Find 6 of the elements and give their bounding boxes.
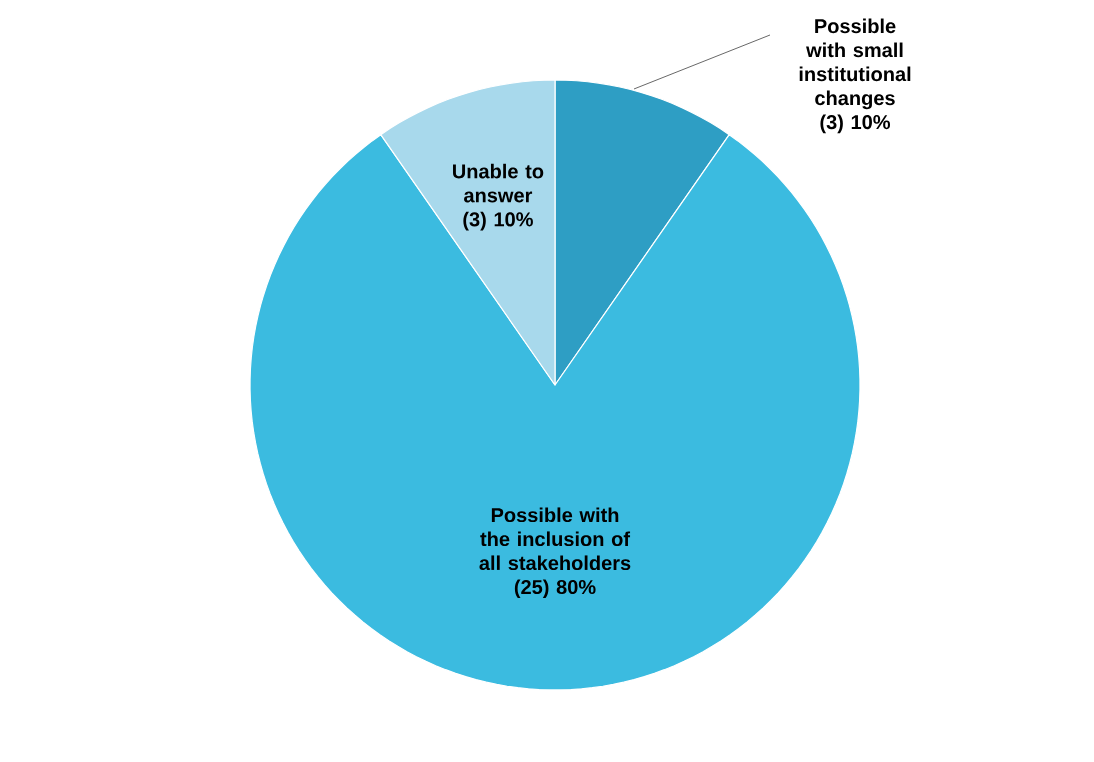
slice-label: Unable to answer (453, 163, 544, 203)
data-label: (3) 10% (463, 211, 533, 231)
data-label: (3) 10% (820, 114, 891, 134)
slice-label: Possible with the inclusion of all stakeholders (479, 507, 631, 571)
slice-label: Possible with small institutional changes (799, 18, 911, 110)
data-label: (25) 80% (514, 579, 596, 599)
